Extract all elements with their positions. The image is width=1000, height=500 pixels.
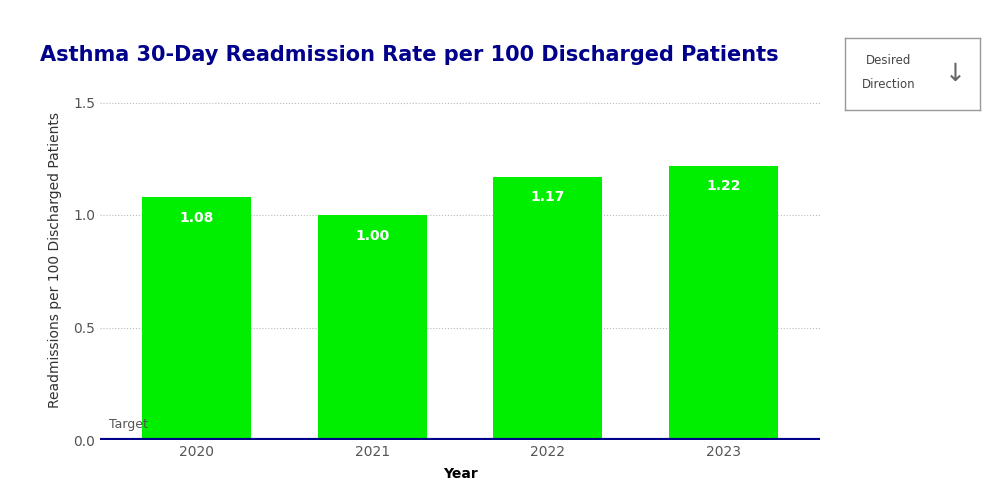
Text: Target: Target (109, 418, 148, 431)
Text: Direction: Direction (861, 78, 915, 91)
Text: 1.17: 1.17 (531, 190, 565, 204)
X-axis label: Year: Year (443, 467, 477, 481)
Text: 1.22: 1.22 (706, 179, 741, 193)
Text: 1.00: 1.00 (355, 228, 389, 242)
Bar (493, 177, 602, 440)
Bar (318, 215, 427, 440)
Text: Desired: Desired (866, 54, 911, 67)
Y-axis label: Readmissions per 100 Discharged Patients: Readmissions per 100 Discharged Patients (48, 112, 62, 408)
Text: ↓: ↓ (945, 62, 966, 86)
Bar (142, 197, 251, 440)
Text: 1.08: 1.08 (179, 210, 214, 224)
Title: Asthma 30-Day Readmission Rate per 100 Discharged Patients: Asthma 30-Day Readmission Rate per 100 D… (40, 44, 779, 64)
Bar (669, 166, 778, 440)
